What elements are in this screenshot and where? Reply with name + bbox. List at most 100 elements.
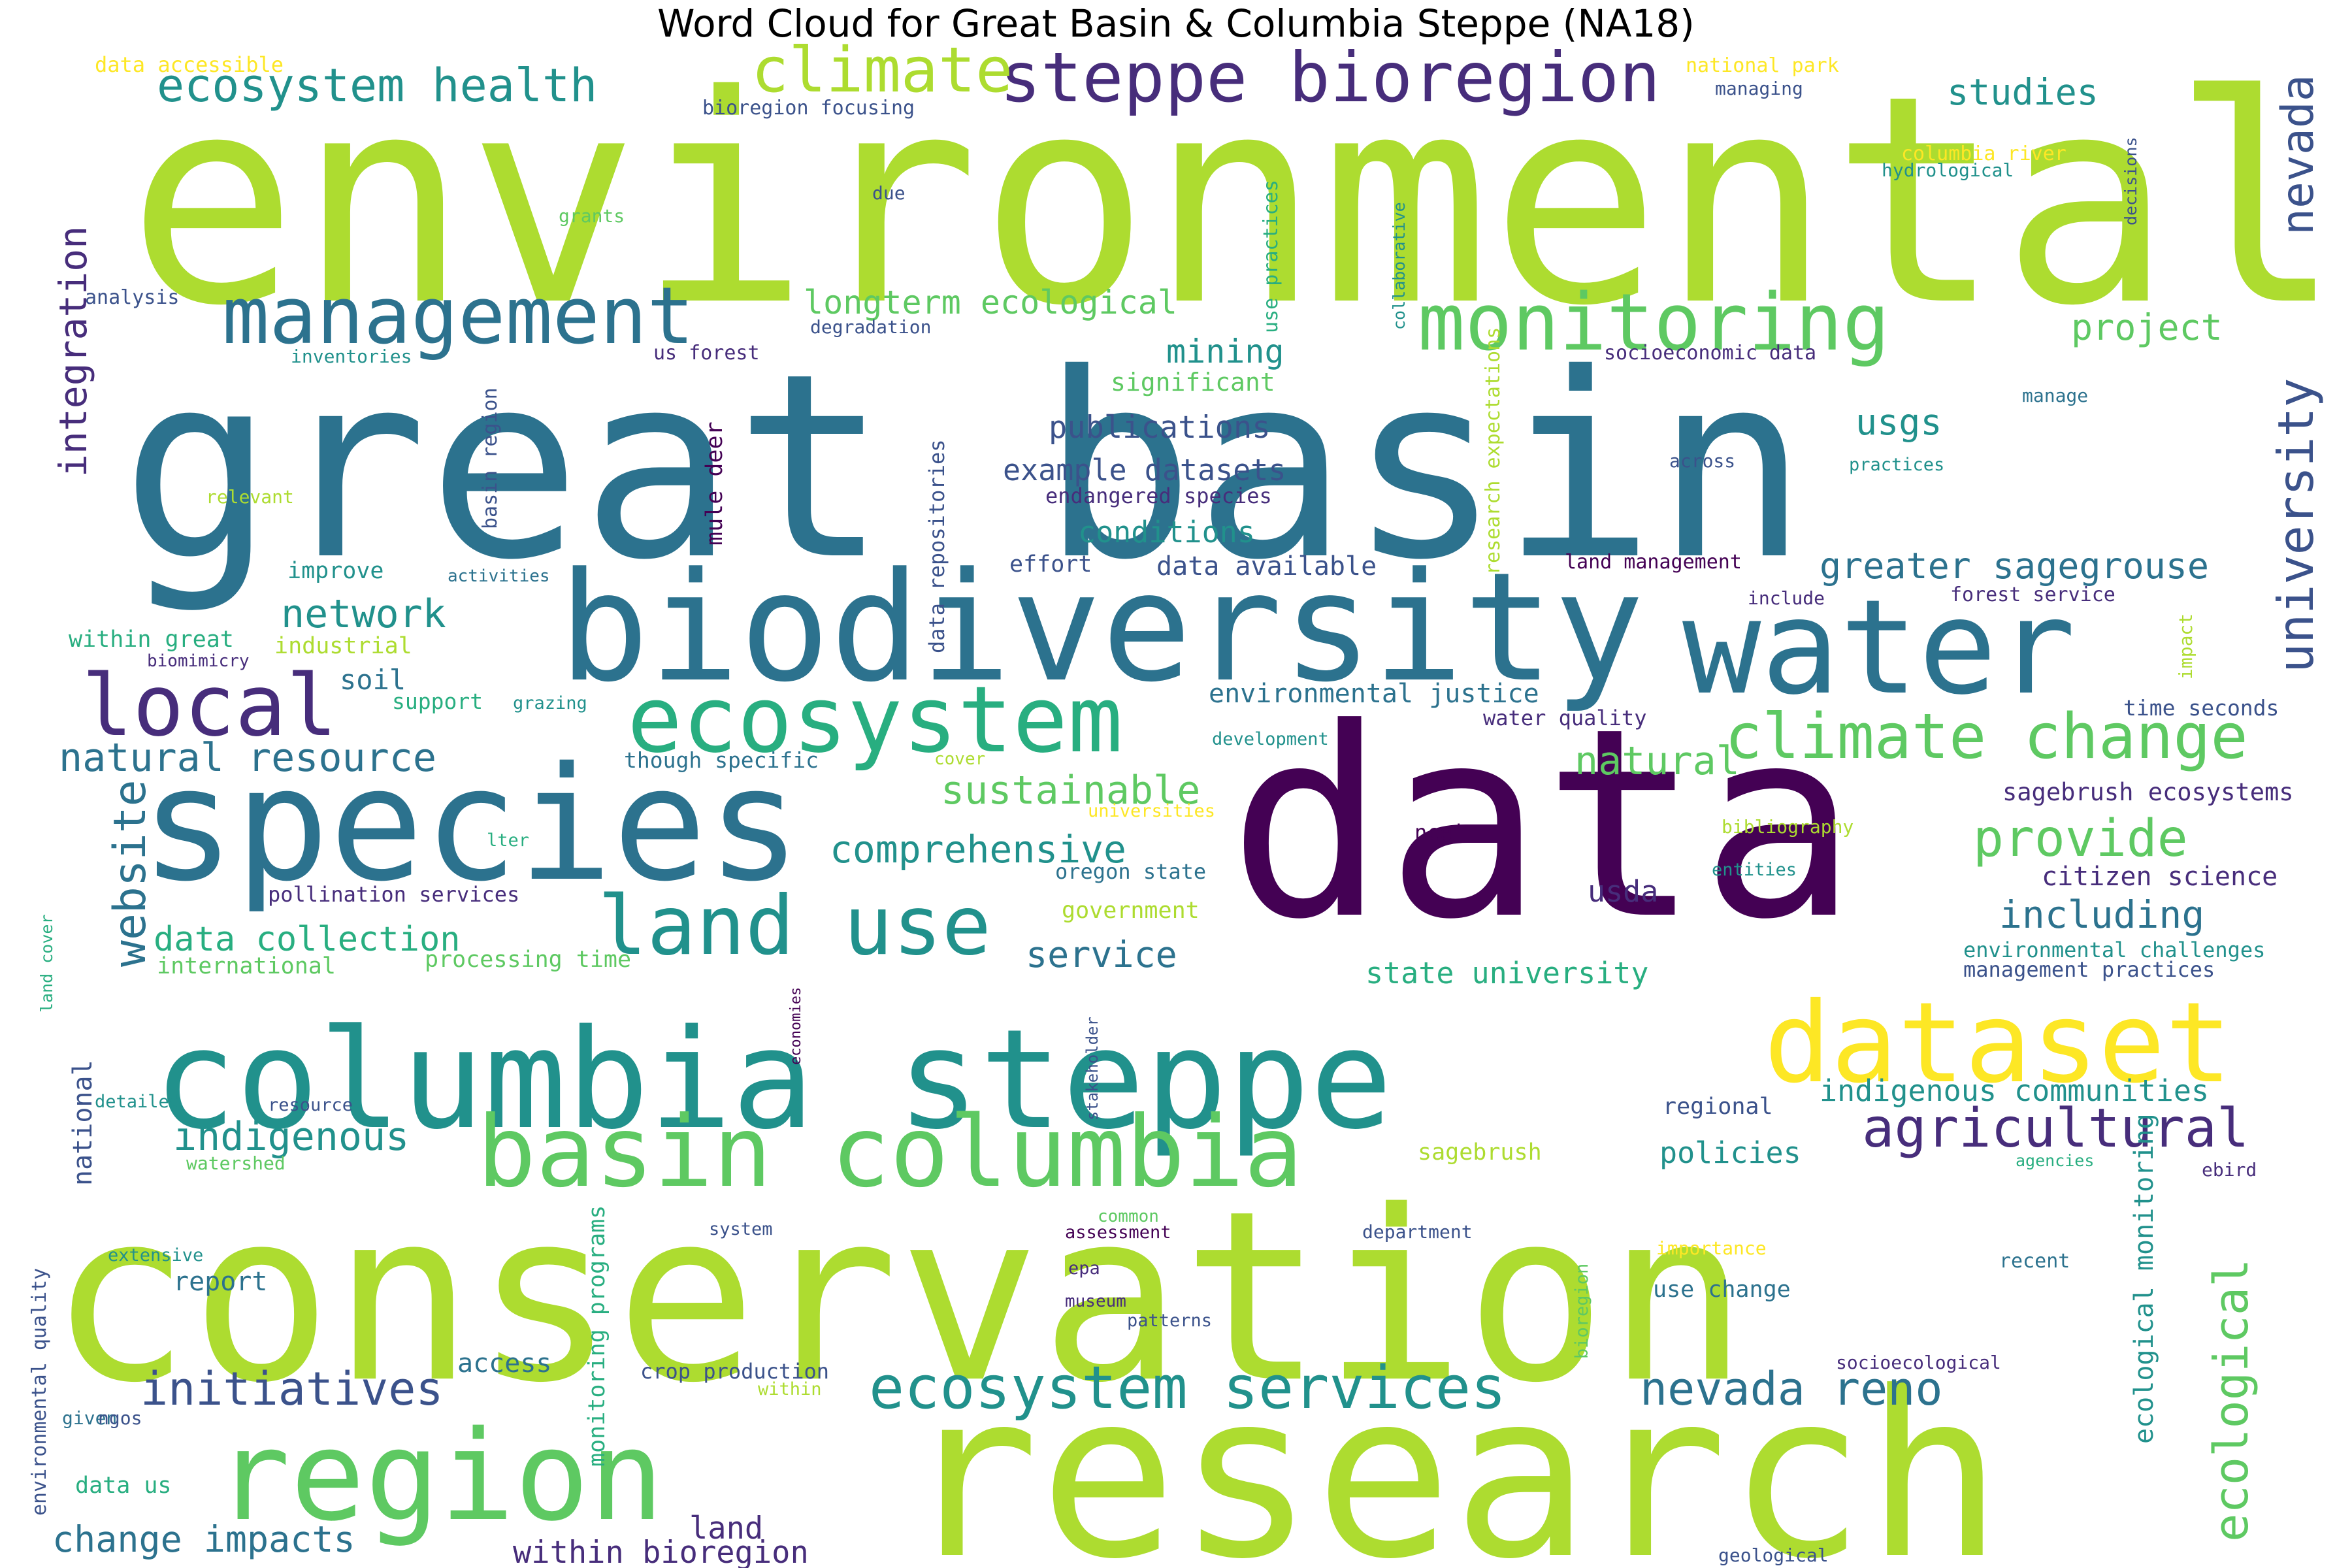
word-development: development [1212, 729, 1329, 749]
word-longterm-ecological: longterm ecological [804, 284, 1177, 321]
word-ncei: ncei [1414, 820, 1465, 845]
word-within: within [758, 1379, 822, 1399]
word-across: across [1669, 450, 1735, 472]
word-decisions: decisions [2121, 137, 2140, 225]
word-agricultural: agricultural [1862, 1098, 2249, 1160]
word-climate-change: climate change [1725, 701, 2248, 773]
word-usda: usda [1588, 874, 1658, 909]
word-patterns: patterns [1127, 1311, 1212, 1331]
word-university: university [2267, 378, 2325, 673]
word-data-available: data available [1156, 551, 1377, 581]
word-data-collection: data collection [154, 920, 461, 959]
word-use-practices: use practices [1260, 180, 1282, 333]
word-natural-resource: natural resource [59, 735, 436, 781]
word-bibliography: bibliography [1722, 816, 1854, 838]
word-report: report [173, 1267, 268, 1297]
word-though-specific: though specific [624, 747, 819, 773]
word-significant: significant [1111, 368, 1275, 397]
word-research: research [902, 1343, 2003, 1568]
word-socioecological: socioecological [1836, 1352, 2001, 1373]
word-data-repositories: data repositories [924, 439, 949, 653]
word-sagebrush: sagebrush [1418, 1139, 1542, 1166]
word-ebird: ebird [2202, 1159, 2257, 1181]
word-use-change: use change [1653, 1277, 1791, 1303]
word-pollination-services: pollination services [268, 882, 519, 907]
word-lter: lter [487, 830, 529, 851]
word-data-us: data us [75, 1473, 172, 1499]
word-watershed: watershed [186, 1152, 286, 1174]
word-change-impacts: change impacts [52, 1518, 355, 1560]
word-importance: importance [1656, 1237, 1767, 1259]
word-columbia-river: columbia river [1901, 142, 2066, 165]
word-regional: regional [1663, 1094, 1773, 1120]
word-ecosystem-health: ecosystem health [157, 59, 597, 112]
word-conservation: conservation [49, 1160, 1748, 1434]
word-studies: studies [1947, 71, 2099, 113]
word-inventories: inventories [291, 346, 412, 367]
word-management-practices: management practices [1963, 957, 2215, 982]
word-service: service [1026, 934, 1177, 975]
word-detailed: detailed [95, 1092, 180, 1112]
word-usgs: usgs [1855, 401, 1942, 443]
word-management: management [222, 271, 694, 362]
word-biomimicry: biomimicry [147, 651, 250, 671]
word-socioeconomic-data: socioeconomic data [1604, 342, 1816, 365]
word-practices: practices [1849, 455, 1944, 475]
word-environmental: environmental [127, 34, 2342, 368]
word-natural: natural [1575, 738, 1740, 784]
word-monitoring: monitoring [1418, 278, 1889, 368]
word-climate: climate [751, 35, 1013, 106]
word-policies: policies [1659, 1135, 1801, 1170]
word-include: include [1748, 587, 1825, 609]
word-agencies: agencies [2016, 1151, 2094, 1170]
word-great-basin: great basin [121, 319, 1808, 615]
word-within-bioregion: within bioregion [513, 1535, 809, 1568]
word-data-accessible: data accessible [95, 52, 284, 77]
word-assessment: assessment [1065, 1222, 1171, 1243]
word-recent: recent [1999, 1250, 2070, 1273]
word-common: common [1098, 1207, 1159, 1226]
word-water: water [1682, 572, 2076, 724]
word-local: local [82, 656, 337, 755]
word-integration: integration [51, 226, 95, 477]
word-greater-sagegrouse: greater sagegrouse [1820, 545, 2209, 587]
word-improve: improve [287, 558, 384, 584]
word-basin-region: basin region [479, 387, 502, 529]
word-time-seconds: time seconds [2123, 695, 2279, 721]
word-state-university: state university [1365, 956, 1648, 990]
chart-title: Word Cloud for Great Basin & Columbia St… [657, 1, 1695, 46]
word-biodiversity: biodiversity [559, 541, 1644, 715]
word-support: support [392, 689, 483, 714]
word-geological: geological [1718, 1544, 1829, 1566]
word-nevada: nevada [2272, 74, 2324, 235]
word-ecological-monitoring: ecological monitoring [2129, 1113, 2159, 1444]
word-environmental-quality: environmental quality [28, 1268, 51, 1516]
word-example-datasets: example datasets [1003, 453, 1286, 487]
word-museum: museum [1065, 1292, 1126, 1311]
word-environmental-challenges: environmental challenges [1963, 938, 2265, 962]
word-crop-production: crop production [640, 1359, 829, 1384]
word-industrial: industrial [274, 633, 412, 659]
word-resource: resource [268, 1095, 353, 1115]
word-effort: effort [1009, 551, 1092, 578]
word-ngos: ngos [98, 1407, 142, 1429]
word-land-cover: land cover [37, 914, 56, 1013]
word-bioregion-focusing: bioregion focusing [702, 97, 915, 120]
word-degradation: degradation [810, 316, 931, 338]
word-us-forest: us forest [653, 342, 760, 365]
word-oregon-state: oregon state [1055, 859, 1206, 884]
word-steppe-bioregion: steppe bioregion [1000, 38, 1660, 118]
word-ecosystem-services: ecosystem services [869, 1354, 1506, 1422]
word-ecological: ecological [2204, 1259, 2259, 1542]
word-data: data [1228, 673, 1857, 977]
word-sagebrush-ecosystems: sagebrush ecosystems [2002, 778, 2294, 806]
word-nevada-reno: nevada reno [1640, 1362, 1943, 1416]
word-cover: cover [934, 749, 985, 769]
word-stakeholder: stakeholder [1083, 1017, 1102, 1120]
word-research-expectations: research expectations [1482, 327, 1505, 575]
word-ecosystem: ecosystem [627, 667, 1123, 774]
word-hydrological: hydrological [1882, 159, 2014, 181]
word-monitoring-programs: monitoring programs [584, 1205, 610, 1467]
word-columbia-steppe: columbia steppe [154, 1000, 1392, 1160]
